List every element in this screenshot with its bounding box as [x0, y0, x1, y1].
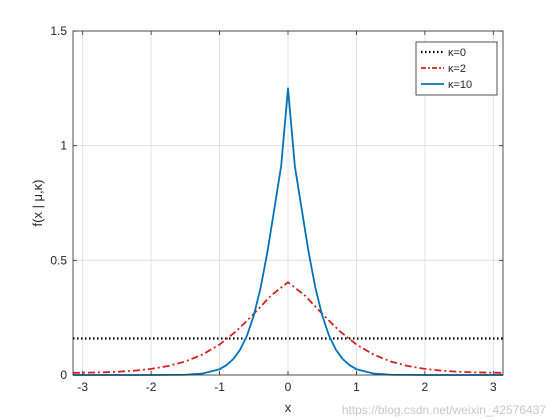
- y-tick-label: 1.5: [50, 24, 67, 38]
- series-layer: [72, 87, 504, 376]
- y-axis-label: f(x | μ,κ): [30, 180, 45, 227]
- legend: κ=0 κ=2 κ=10: [415, 41, 498, 96]
- legend-label-0: κ=0: [448, 47, 466, 59]
- legend-label-1: κ=2: [448, 63, 466, 75]
- series-line-2: [73, 87, 503, 376]
- x-tick-label: 3: [490, 380, 497, 394]
- x-tick-label: -2: [146, 380, 157, 394]
- y-tick-label: 1: [60, 139, 67, 153]
- watermark: https://blog.csdn.net/weixin_42576437: [342, 403, 546, 417]
- y-tick-label: 0: [60, 368, 67, 382]
- x-tick-label: -3: [77, 380, 88, 394]
- y-tick-label: 0.5: [50, 253, 67, 267]
- x-tick-label: 2: [422, 380, 429, 394]
- series-line-1: [72, 281, 504, 374]
- x-tick-label: 1: [353, 380, 360, 394]
- x-tick-label: -1: [214, 380, 225, 394]
- x-tick-label: 0: [285, 380, 292, 394]
- x-axis-label: x: [285, 400, 292, 415]
- axis-ticks: -3 -2 -1 0 1 2 3 0 0.5 1 1.5: [50, 24, 503, 394]
- legend-label-2: κ=10: [448, 79, 472, 91]
